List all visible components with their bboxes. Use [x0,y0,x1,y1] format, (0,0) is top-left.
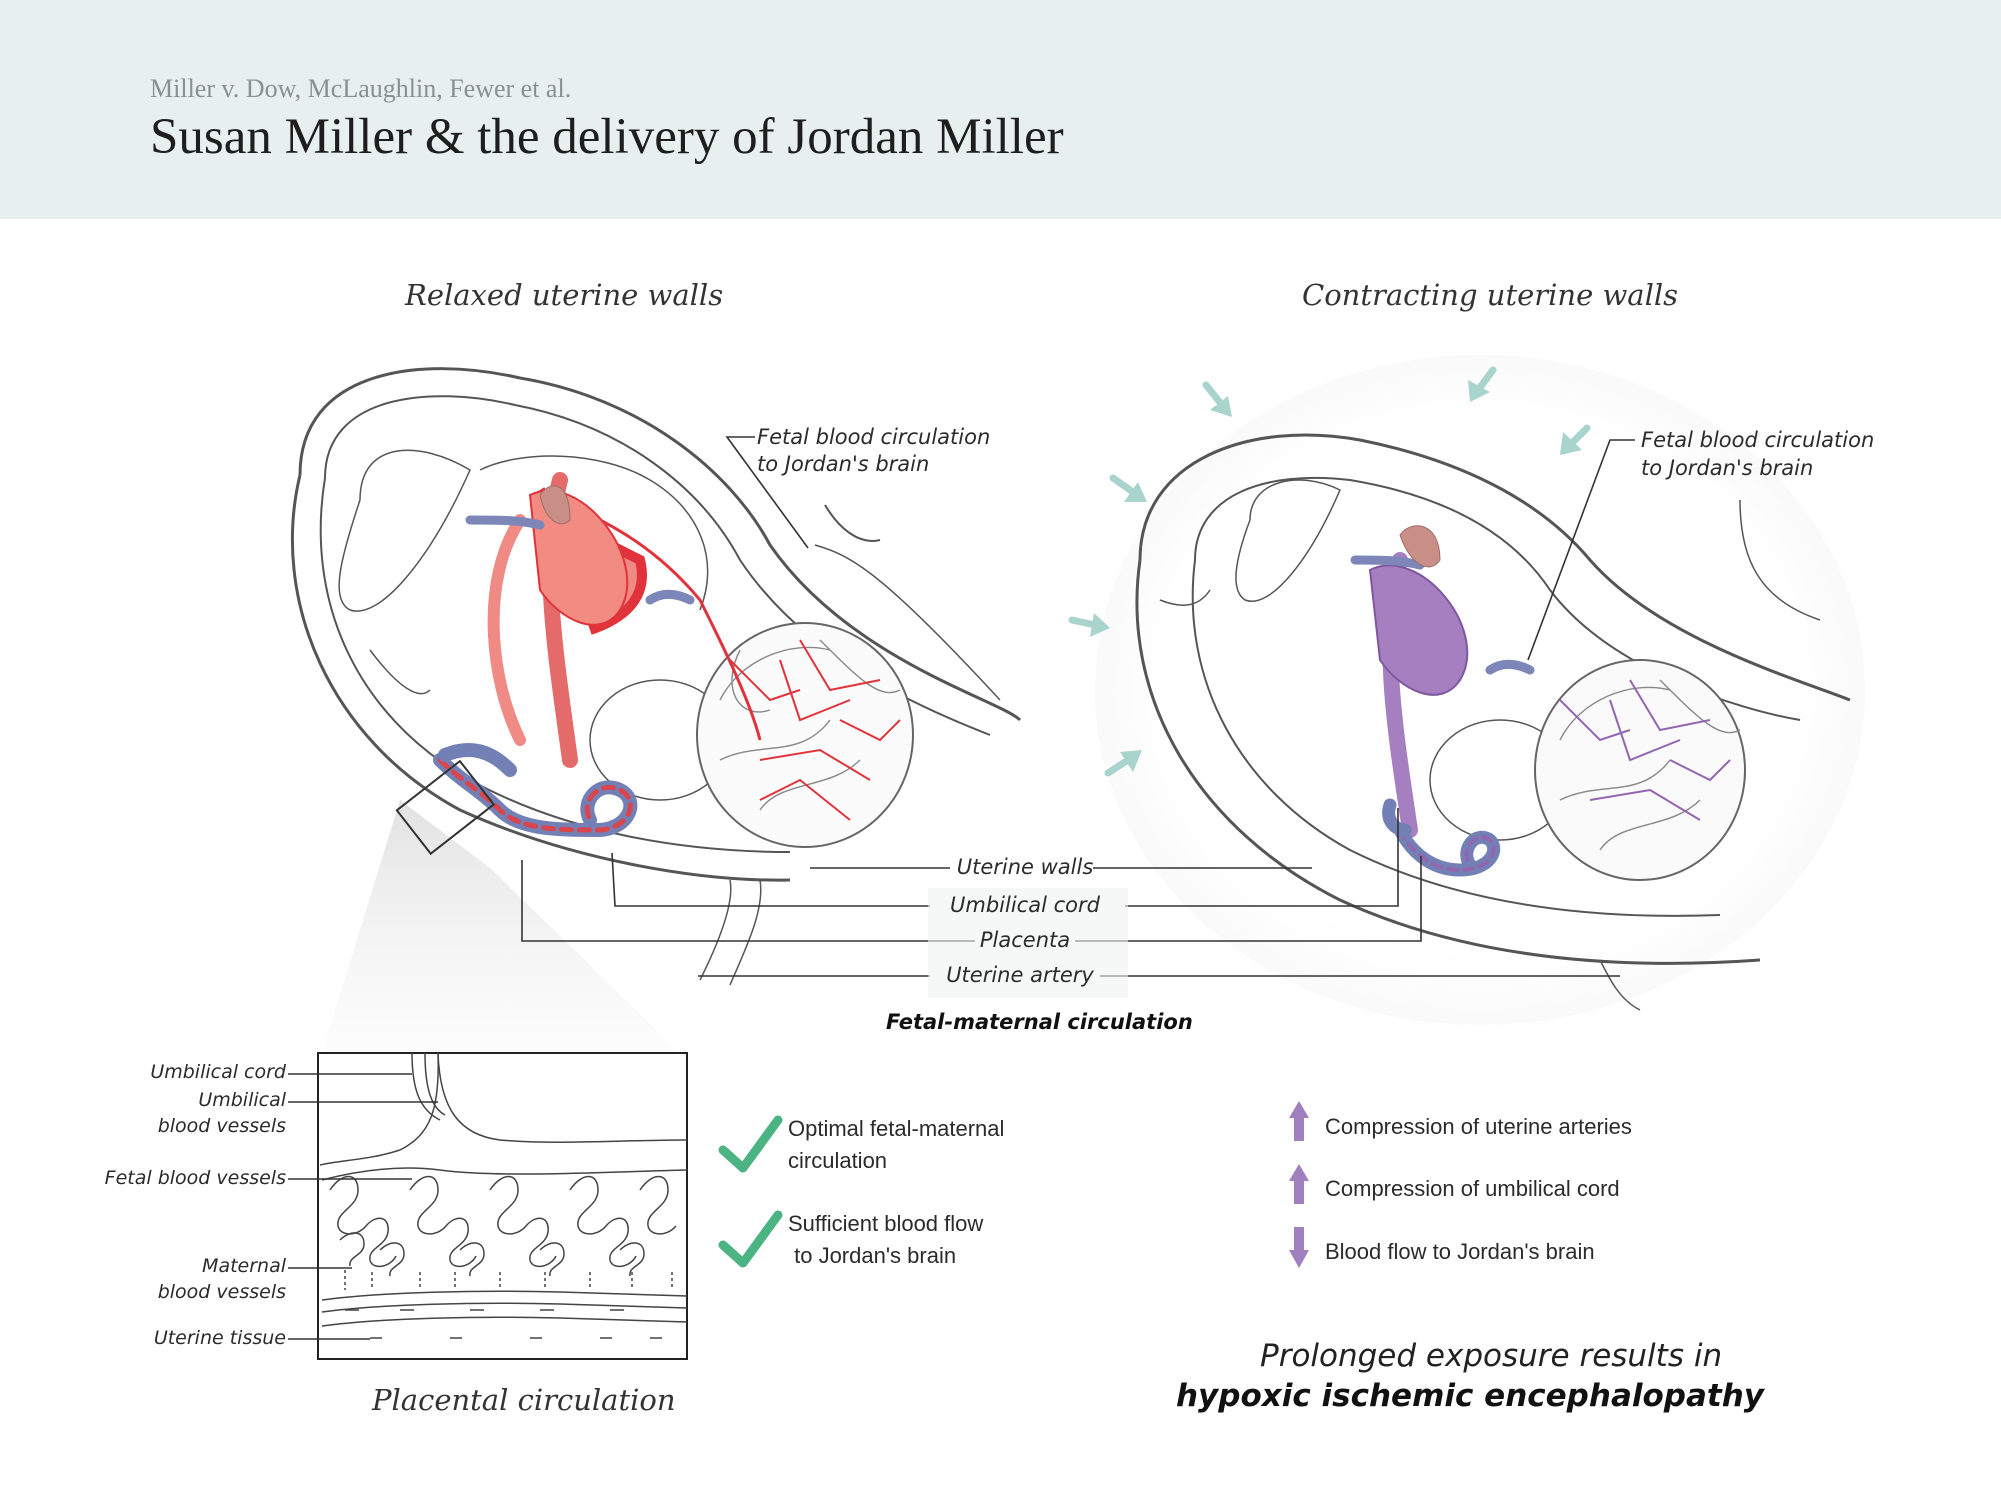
contracting-uterus-illustration [1135,433,1851,1011]
check-icon [718,1210,783,1268]
placental-inset [288,1052,688,1360]
right-callout-line1: Fetal blood circulation [1641,428,1875,452]
effect-3-text: Blood flow to Jordan's brain [1325,1239,1595,1264]
pressure-arrow-icon [1104,750,1142,777]
relaxed-panel-title: Relaxed uterine walls [405,278,724,312]
center-label-panel [928,888,1128,998]
arrow-up-icon [1289,1101,1309,1141]
placental-caption: Placental circulation [372,1383,676,1417]
inset-label-maternal-vessels-2: blood vessels [157,1281,286,1303]
inset-label-fetal-vessels: Fetal blood vessels [104,1167,286,1189]
inset-label-uterine-tissue: Uterine tissue [153,1327,286,1349]
label-placenta: Placenta [979,928,1071,952]
inset-label-umbilical-vessels-2: blood vessels [157,1115,286,1137]
effect-2-text: Compression of umbilical cord [1325,1176,1620,1201]
benefit-1-line1: Optimal fetal-maternal [788,1116,1005,1141]
arrow-down-icon [1289,1227,1309,1268]
effect-1-text: Compression of uterine arteries [1325,1114,1632,1139]
conclusion-line1: Prolonged exposure results in [1260,1338,1723,1374]
leader-lines [521,436,1635,977]
right-callout-line2: to Jordan's brain [1641,456,1814,480]
contracting-panel-title: Contracting uterine walls [1302,278,1678,312]
pressure-arrow-icon [1202,381,1232,417]
magnifier-cone [322,800,680,1053]
arrow-up-icon [1289,1164,1309,1204]
left-callout-line2: to Jordan's brain [757,452,930,476]
benefit-2-line2: to Jordan's brain [788,1243,957,1268]
case-name: Miller v. Dow, McLaughlin, Fewer et al. [150,74,572,103]
pressure-arrow-icon [1468,366,1497,402]
label-uterine-artery: Uterine artery [946,963,1094,987]
header-banner [0,0,2001,219]
check-icon [718,1115,783,1173]
benefit-2-line1: Sufficient blood flow [788,1211,984,1236]
fetal-maternal-caption: Fetal-maternal circulation [886,1010,1193,1034]
pressure-arrow-icon [1560,424,1591,455]
pressure-arrow-icon [1068,613,1110,637]
label-umbilical-cord: Umbilical cord [950,893,1100,917]
contraction-pressure-arrows [1068,366,1591,777]
pressure-arrow-icon [1109,474,1147,502]
benefit-1-line2: circulation [788,1148,888,1173]
left-callout-line1: Fetal blood circulation [757,425,991,449]
relaxed-uterus-illustration [291,367,1022,986]
inset-label-umbilical-vessels-1: Umbilical [198,1089,286,1111]
zoom-box [395,759,496,856]
inset-label-umbilical-cord: Umbilical cord [150,1061,286,1083]
inset-label-maternal-vessels-1: Maternal [202,1255,286,1277]
conclusion-line2: hypoxic ischemic encephalopathy [1175,1378,1764,1414]
inset-leader-lines [288,1073,438,1340]
page-title: Susan Miller & the delivery of Jordan Mi… [150,109,1064,165]
label-uterine-walls: Uterine walls [956,855,1094,879]
